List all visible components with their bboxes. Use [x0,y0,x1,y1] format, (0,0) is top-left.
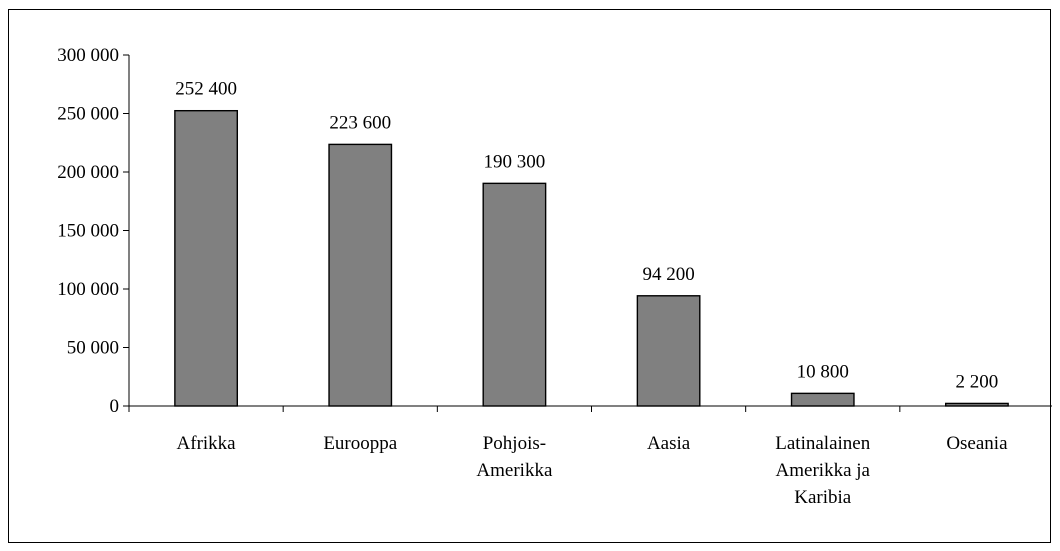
data-labels: 252 400 223 600 190 300 94 200 10 800 2 200 [175,79,998,393]
category-label: Amerikka [476,460,553,481]
category-label: Aasia [647,433,691,454]
data-label: 94 200 [642,264,694,285]
data-label: 190 300 [484,151,546,172]
bar-chart: 0 50 000 100 000 150 000 200 000 250 000 300 0… [57,45,1052,508]
chart-frame: 0 50 000 100 000 150 000 200 000 250 000 300 0… [8,9,1052,543]
y-tick-label: 150 000 [57,221,119,242]
data-label: 2 200 [956,371,999,392]
data-label: 10 800 [797,361,849,382]
category-label: Karibia [794,487,852,508]
y-tick-label: 0 [110,396,120,417]
category-label: Oseania [946,433,1008,454]
bar [174,109,239,407]
data-label: 223 600 [329,112,391,133]
bar [944,402,1009,407]
category-label: Latinalainen [775,433,870,454]
x-axis [128,405,1052,412]
bar [328,143,393,407]
y-axis: 0 50 000 100 000 150 000 200 000 250 000 300 0… [57,45,130,417]
bars [174,109,1009,407]
category-label: Amerikka ja [776,460,871,481]
bar [790,392,855,407]
category-label: Eurooppa [323,433,397,454]
bar [482,182,547,407]
y-tick-label: 200 000 [57,162,119,183]
bar [636,295,701,407]
data-label: 252 400 [175,79,237,100]
category-label: Pohjois- [483,433,546,454]
y-tick-label: 50 000 [67,338,119,359]
y-tick-label: 300 000 [57,45,119,66]
category-label: Afrikka [177,433,237,454]
category-labels: Afrikka Eurooppa Pohjois- Amerikka Aasia Lati… [177,433,1009,508]
y-tick-label: 100 000 [57,279,119,300]
y-tick-label: 250 000 [57,104,119,125]
